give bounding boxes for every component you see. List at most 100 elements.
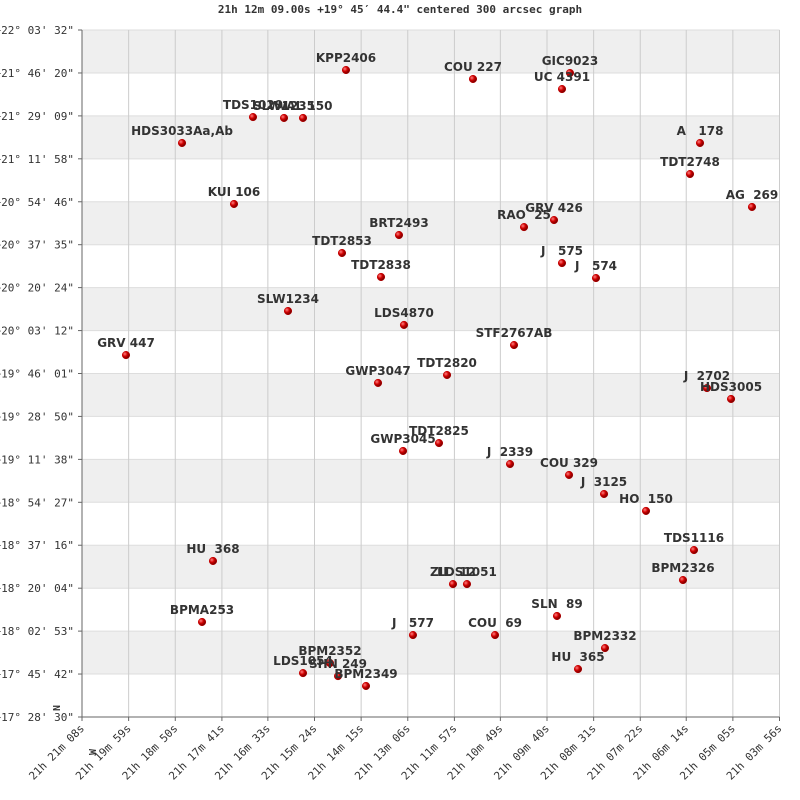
star-point [490, 630, 500, 640]
star-label: GWP3045 [370, 432, 435, 446]
star-label: GRV 447 [97, 336, 155, 350]
star-label: WAL 150 [274, 99, 333, 113]
star-point [408, 630, 418, 640]
star-point [341, 65, 351, 75]
star-label: BPM2352 [298, 644, 361, 658]
star-label: BPM2326 [651, 561, 714, 575]
star-point [573, 664, 583, 674]
star-point [552, 611, 562, 621]
star-point [298, 669, 308, 678]
y-tick-label: +20° 54' 46" [0, 196, 74, 209]
star-point [394, 230, 404, 240]
star-point [599, 489, 609, 499]
star-label: RAO 25 [497, 208, 551, 222]
star-label: BPMA253 [170, 603, 234, 617]
grid-band [82, 201, 780, 245]
star-label: HDS3005 [700, 380, 762, 394]
grid-band [82, 30, 780, 73]
star-label: COU 69 [468, 616, 522, 630]
star-point [695, 138, 705, 148]
star-label: UC 4391 [534, 70, 590, 84]
star-point [641, 506, 651, 515]
star-label: SHN 249 [309, 657, 367, 671]
star-label: SLW1234 [257, 292, 319, 306]
star-point [468, 74, 478, 84]
star-label: J 2339 [486, 445, 533, 459]
star-point [565, 68, 575, 78]
y-tick-label: +22° 03' 32" [0, 24, 74, 37]
y-tick-label: +18° 54' 27" [0, 496, 74, 509]
y-tick-label: +18° 20' 04" [0, 582, 74, 595]
star-label: SLW1235 [253, 99, 315, 113]
star-label: HDS3033Aa,Ab [131, 124, 233, 138]
star-label: KUI 106 [208, 185, 261, 199]
star-label: J 2702 [683, 369, 730, 383]
grid-band [82, 287, 780, 331]
y-tick-label: +18° 37' 16" [0, 539, 74, 552]
star-point [248, 113, 258, 122]
star-point [376, 272, 386, 282]
star-label: ZIL 12 [430, 565, 476, 579]
y-tick-label: +17° 45' 42" [0, 668, 74, 681]
star-point [399, 320, 409, 329]
star-label: BPM2349 [334, 667, 397, 681]
y-tick-label: +20° 20' 24" [0, 282, 74, 295]
y-tick-label: +21° 11' 58" [0, 153, 74, 166]
star-point [591, 273, 601, 283]
star-label: TDS1029 [223, 98, 283, 112]
star-point [177, 138, 187, 148]
star-point [448, 580, 458, 589]
star-point [373, 378, 383, 387]
y-tick-label: +21° 29' 09" [0, 110, 74, 123]
star-label: AG 269 [726, 188, 779, 202]
star-point [442, 370, 452, 380]
star-label: BPM2332 [573, 629, 636, 643]
star-point [434, 438, 444, 448]
grid-band [82, 631, 780, 675]
y-tick-label: +21° 46' 20" [0, 67, 74, 80]
star-point [279, 113, 289, 123]
star-point [197, 617, 207, 627]
star-label: J 574 [574, 259, 617, 273]
star-label: TDS1116 [664, 531, 724, 545]
star-point [337, 248, 347, 258]
star-label: J 3125 [580, 475, 627, 489]
star-label: STF2767AB [476, 326, 553, 340]
star-label: LDS1054 [273, 654, 333, 668]
star-label: J 575 [540, 244, 583, 258]
star-point [398, 446, 408, 456]
star-point [462, 580, 472, 589]
chart-title: 21h 12m 09.00s +19° 45′ 44.4" centered 3… [218, 3, 582, 16]
star-point [208, 556, 218, 566]
star-label: KPP2406 [316, 51, 376, 65]
star-point [121, 351, 131, 360]
star-label: SLN 89 [531, 597, 582, 611]
star-point [505, 459, 515, 469]
star-label: TDT2748 [660, 155, 720, 169]
y-tick-label: +19° 46' 01" [0, 368, 74, 381]
star-point [726, 394, 736, 404]
star-point [600, 644, 610, 653]
star-point [549, 215, 559, 225]
star-label: HU 368 [186, 542, 239, 556]
grid-band [82, 115, 780, 159]
star-point [685, 169, 695, 179]
y-tick-label: +20° 03' 12" [0, 325, 74, 338]
star-label: LDS1051 [437, 565, 497, 579]
north-marker: N [52, 705, 63, 711]
star-label: BRT2493 [369, 216, 428, 230]
star-label: TDT2838 [351, 258, 411, 272]
star-label: LDS4870 [374, 306, 434, 320]
star-label: GWP3047 [345, 364, 410, 378]
y-tick-label: +19° 28' 50" [0, 410, 74, 423]
star-point [557, 84, 567, 94]
grid-band [82, 373, 780, 417]
star-label: HU 365 [551, 650, 604, 664]
star-point [564, 470, 574, 480]
star-label: TDT2825 [409, 424, 469, 438]
grid-band [82, 545, 780, 589]
star-label: TDT2853 [312, 234, 372, 248]
y-tick-label: +18° 02' 53" [0, 625, 74, 638]
star-point [361, 681, 371, 691]
